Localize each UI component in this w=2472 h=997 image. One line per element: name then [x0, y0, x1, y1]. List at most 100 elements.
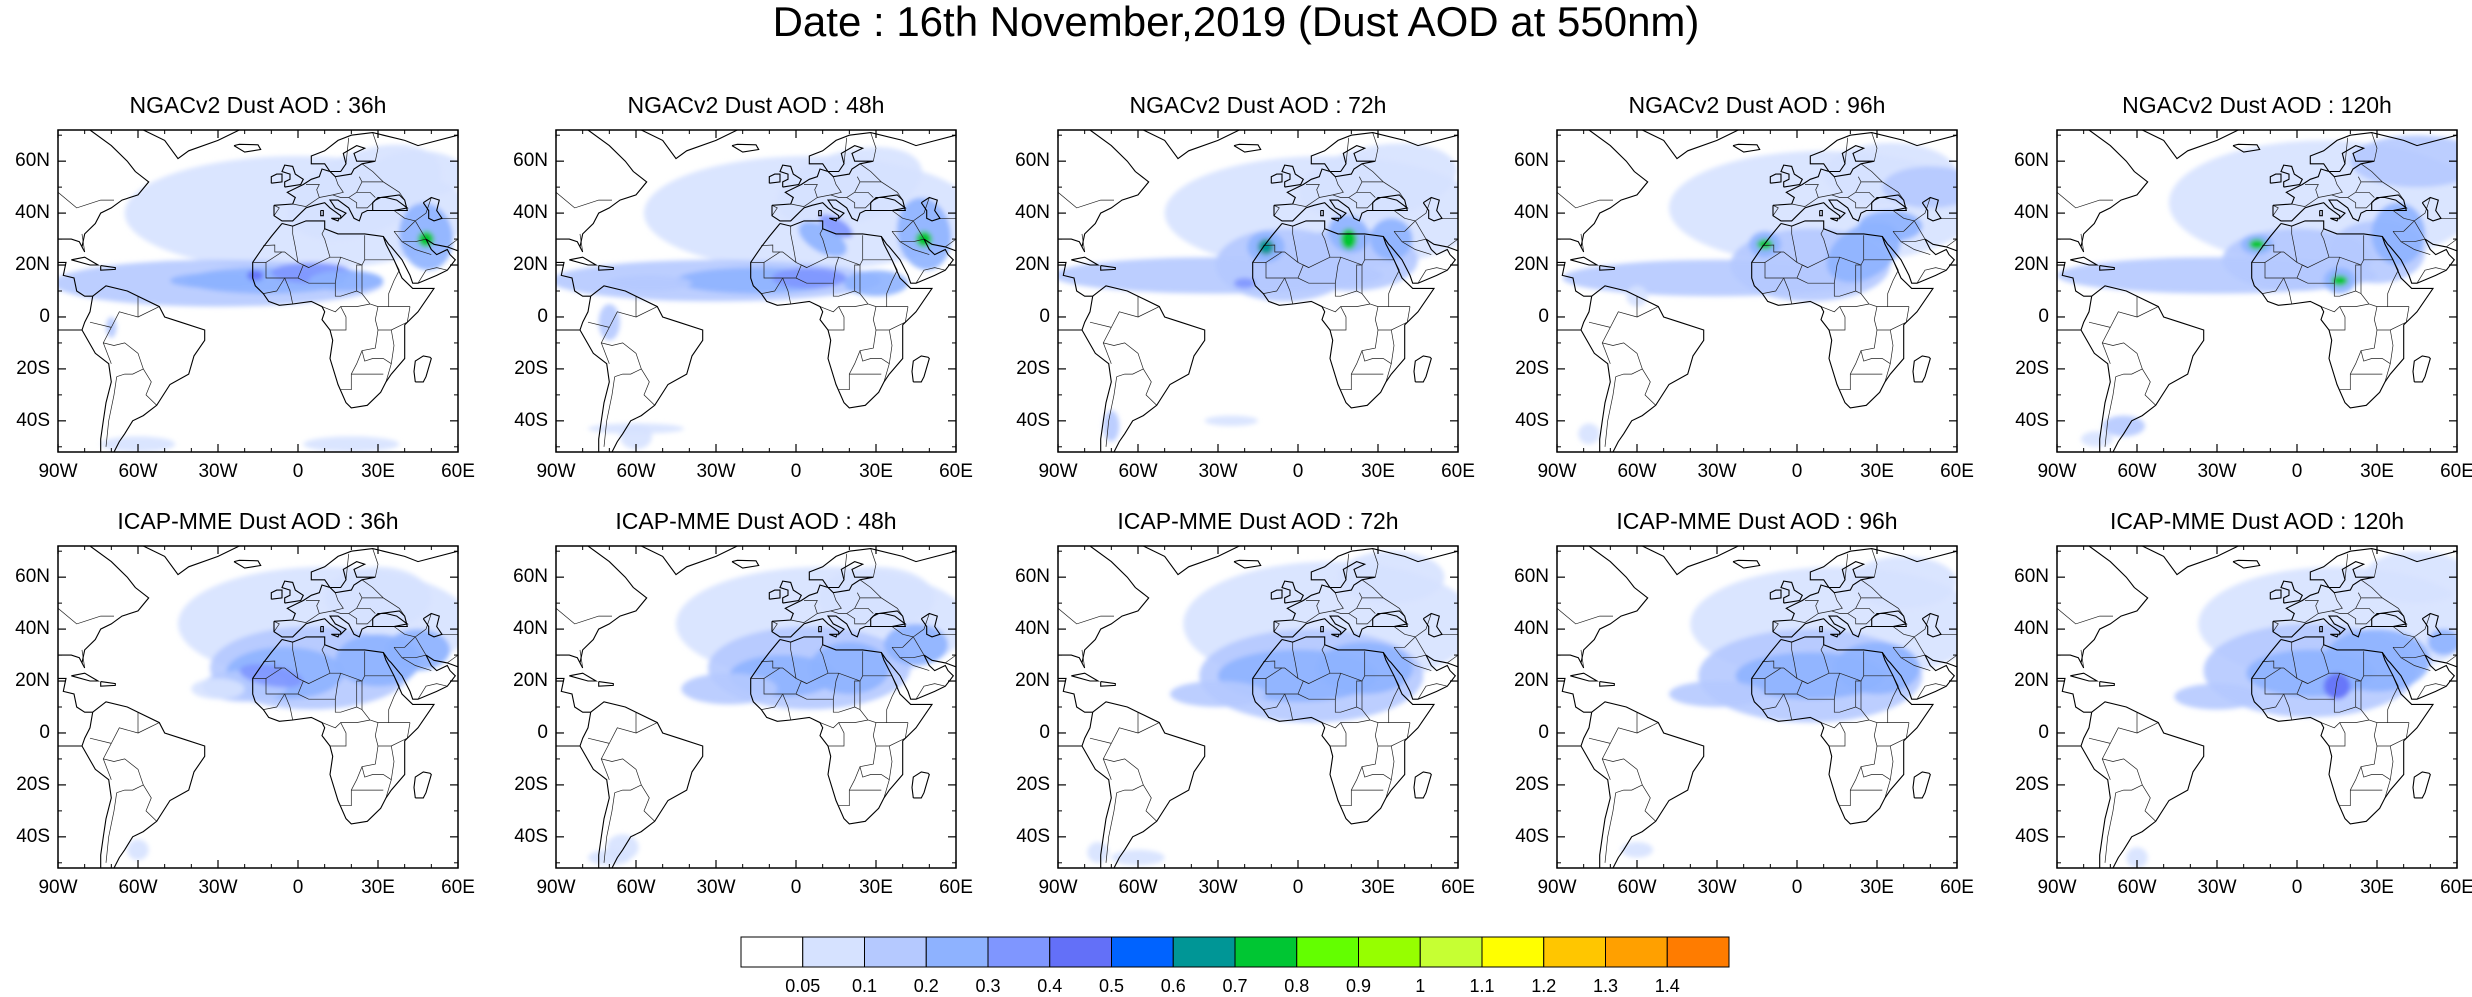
coastline: [1413, 771, 1432, 799]
coastline: [579, 745, 610, 868]
country-border: [1871, 548, 1878, 578]
coastline: [1881, 652, 1956, 700]
country-border: [2320, 306, 2340, 313]
coastline: [1382, 236, 1457, 284]
country-border: [2360, 766, 2391, 780]
longitude-label: 30E: [1361, 877, 1395, 898]
country-border: [891, 210, 925, 240]
dust-plume: [1087, 842, 1109, 863]
country-border: [1791, 642, 1798, 679]
country-border: [761, 235, 864, 268]
colorbar: [740, 936, 1730, 968]
coastline: [590, 285, 704, 452]
coastline: [1273, 610, 1409, 638]
country-border: [388, 259, 400, 307]
dust-plume: [2249, 239, 2265, 250]
longitude-label: 30W: [696, 877, 736, 898]
panel-title: ICAP-MME Dust AOD : 48h: [615, 508, 897, 534]
coastline: [81, 329, 112, 452]
latitude-label: 20N: [15, 254, 50, 275]
country-border: [1319, 176, 1344, 198]
country-border: [2320, 722, 2340, 729]
coastline: [273, 610, 409, 638]
country-border: [1941, 633, 1957, 664]
dust-plume: [1103, 410, 1120, 442]
latitude-label: 20N: [1514, 670, 1549, 691]
country-border: [1292, 642, 1299, 679]
country-border: [356, 191, 376, 198]
country-border: [2360, 350, 2391, 364]
longitude-label: 30E: [361, 461, 395, 482]
country-border: [1374, 306, 1379, 331]
country-border: [1772, 620, 1779, 632]
country-border: [830, 176, 861, 198]
longitude-label: 30W: [2197, 461, 2237, 482]
country-border: [600, 296, 642, 378]
coastline: [1769, 589, 1782, 600]
country-border: [860, 181, 903, 201]
coastline: [1100, 265, 1116, 271]
colorbar-tick-label: 0.6: [1160, 976, 1186, 996]
longitude-label: 90W: [536, 461, 576, 482]
country-border: [372, 548, 379, 578]
country-border: [2371, 132, 2378, 162]
latitude-label: 0: [1039, 722, 1050, 743]
country-border: [846, 613, 871, 625]
latitude-label: 40N: [513, 618, 548, 640]
country-border: [1297, 680, 1309, 695]
country-border: [1284, 693, 1294, 721]
country-border: [819, 644, 829, 674]
latitude-label: 40S: [2015, 409, 2049, 431]
country-border: [1642, 368, 1656, 406]
country-border: [1356, 607, 1376, 614]
country-border: [1829, 303, 1870, 331]
coastline: [579, 329, 610, 452]
colorbar-swatch: [864, 936, 927, 968]
coastline: [233, 143, 262, 153]
country-border: [817, 176, 842, 198]
coastline: [1580, 329, 1611, 452]
country-border: [1393, 231, 1427, 243]
longitude-label: 60W: [1617, 461, 1657, 482]
longitude-label: 0: [790, 877, 802, 898]
country-border: [1839, 722, 1910, 807]
country-border: [348, 613, 373, 625]
dust-plume: [2174, 683, 2260, 710]
map-panel: ICAP-MME Dust AOD : 72h 60N 40N 20N 0 20S 40S 9…: [1015, 508, 1475, 898]
coastline: [270, 589, 283, 600]
country-border: [1914, 197, 1931, 222]
latitude-label: 40N: [1015, 618, 1050, 640]
dust-aod-map: [57, 545, 459, 869]
country-border: [556, 608, 612, 625]
coastline: [2272, 548, 2457, 622]
panel-title: NGACv2 Dust AOD : 96h: [1628, 92, 1886, 118]
panel-title: NGACv2 Dust AOD : 72h: [1129, 92, 1387, 118]
country-border: [2296, 264, 2308, 279]
country-border: [305, 600, 320, 623]
country-border: [1394, 220, 1416, 232]
country-border: [2355, 607, 2375, 614]
coastline: [2251, 636, 2435, 825]
longitude-label: 30E: [1860, 461, 1894, 482]
coastline: [1331, 633, 1341, 638]
coastline: [252, 636, 436, 825]
country-border: [1417, 267, 1448, 284]
country-border: [1855, 191, 1875, 198]
country-border: [1860, 766, 1891, 780]
country-border: [2400, 657, 2431, 671]
country-border: [2333, 257, 2341, 284]
country-border: [1330, 719, 1371, 747]
country-border: [1892, 626, 1926, 656]
dust-aod-map: [2056, 545, 2458, 869]
map-panel: ICAP-MME Dust AOD : 36h 60N 40N 20N 0 20S 40S 9…: [15, 508, 475, 898]
dust-plume: [370, 150, 458, 198]
coastline: [2057, 712, 2093, 747]
longitude-label: 60W: [2117, 461, 2157, 482]
dust-plume-layer: [2057, 135, 2457, 447]
country-border: [828, 719, 869, 747]
country-border: [854, 680, 860, 707]
dust-plume-layer: [1621, 556, 1957, 858]
country-border: [2262, 277, 2284, 294]
longitude-label: 0: [1292, 461, 1304, 482]
coastline: [2099, 681, 2115, 687]
